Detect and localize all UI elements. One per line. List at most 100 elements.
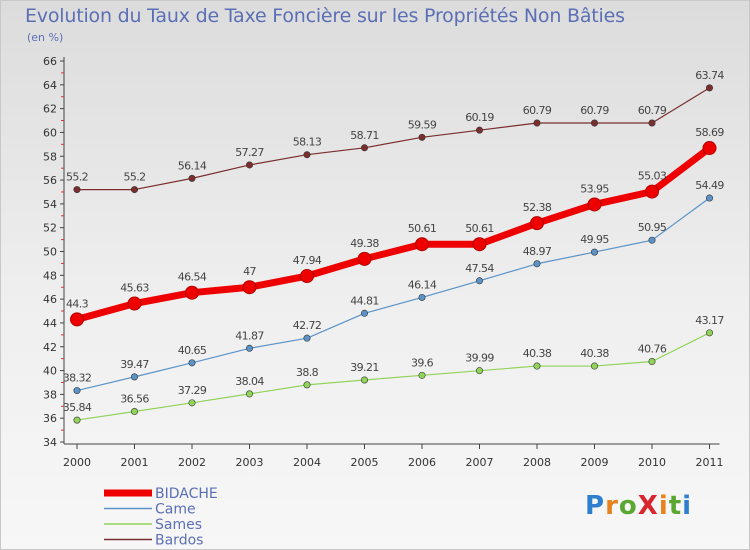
data-label: 53.95	[580, 182, 609, 195]
data-label: 60.79	[580, 104, 609, 117]
logo-letter: P	[585, 491, 606, 521]
data-point	[303, 381, 311, 389]
data-point	[185, 285, 199, 300]
data-label: 35.84	[63, 401, 92, 414]
data-label: 49.38	[350, 237, 379, 250]
data-point	[475, 367, 483, 375]
data-label: 50.61	[465, 222, 494, 235]
x-tick-label: 2006	[408, 456, 436, 469]
data-point	[188, 359, 196, 367]
data-point	[303, 334, 311, 342]
data-label: 55.03	[638, 170, 667, 183]
data-point	[645, 184, 659, 199]
data-point	[188, 174, 196, 182]
proxiti-logo: ProXiti	[585, 491, 692, 521]
x-tick-label: 2007	[466, 456, 494, 469]
data-label: 49.95	[580, 233, 609, 246]
data-label: 63.74	[695, 69, 724, 82]
data-label: 50.61	[408, 222, 437, 235]
data-point	[415, 237, 429, 252]
data-label: 44.81	[350, 294, 379, 307]
legend-label: Bardos	[155, 533, 203, 549]
data-point	[705, 329, 713, 337]
logo-letter: X	[637, 491, 659, 521]
data-label: 60.79	[638, 104, 667, 117]
data-label: 47.54	[465, 262, 494, 275]
x-tick-label: 2011	[696, 456, 724, 469]
data-label: 40.76	[638, 343, 667, 356]
y-tick-label: 44	[43, 317, 57, 330]
data-point	[131, 373, 139, 381]
data-label: 40.38	[523, 347, 552, 360]
data-point	[702, 141, 717, 156]
y-tick-label: 38	[43, 388, 57, 401]
data-label: 57.27	[235, 146, 264, 159]
data-point	[357, 251, 372, 266]
data-point	[533, 362, 541, 370]
data-label: 38.32	[63, 372, 92, 385]
data-label: 37.29	[178, 384, 207, 397]
data-point	[418, 133, 426, 141]
data-point	[705, 194, 713, 202]
data-point	[300, 269, 314, 284]
data-point	[127, 296, 142, 311]
legend-label: Sames	[155, 517, 202, 533]
data-label: 47	[243, 265, 256, 278]
x-tick-label: 2003	[236, 456, 264, 469]
data-label: 40.38	[580, 347, 609, 360]
data-label: 38.04	[235, 375, 264, 388]
series-line-bidache	[73, 144, 713, 323]
y-tick-label: 40	[43, 365, 57, 378]
series-line-came	[76, 197, 711, 392]
data-point	[73, 387, 81, 395]
data-label: 36.56	[120, 393, 149, 406]
y-tick-label: 50	[43, 246, 57, 259]
data-point	[648, 236, 656, 244]
data-point	[242, 280, 257, 295]
data-point	[475, 126, 483, 134]
y-tick-label: 66	[43, 55, 57, 68]
data-point	[533, 119, 541, 127]
data-label: 48.97	[523, 245, 552, 258]
data-label: 40.65	[178, 344, 207, 357]
data-label: 45.63	[120, 282, 149, 295]
y-tick-label: 62	[43, 103, 57, 116]
data-label: 58.69	[695, 126, 724, 139]
data-label: 55.2	[123, 171, 145, 184]
data-point	[246, 344, 254, 352]
data-point	[472, 237, 487, 252]
data-point	[303, 151, 311, 159]
data-point	[648, 358, 656, 366]
data-point	[418, 293, 426, 301]
x-tick-label: 2004	[293, 456, 321, 469]
y-tick-label: 64	[43, 79, 57, 92]
series-line-bardos	[76, 87, 711, 191]
data-point	[418, 371, 426, 379]
y-tick-label: 46	[43, 293, 57, 306]
logo-letter: i	[658, 491, 669, 521]
x-tick-label: 2009	[581, 456, 609, 469]
y-tick-label: 56	[43, 174, 57, 187]
data-label: 60.79	[523, 104, 552, 117]
y-tick-label: 48	[43, 269, 57, 282]
y-tick-label: 34	[43, 436, 57, 449]
x-tick-label: 2000	[63, 456, 91, 469]
data-label: 60.19	[465, 111, 494, 124]
y-tick-label: 54	[43, 198, 57, 211]
data-point	[590, 119, 598, 127]
data-point	[590, 362, 598, 370]
data-label: 39.99	[465, 352, 494, 365]
x-tick-label: 2008	[523, 456, 551, 469]
x-tick-label: 2001	[121, 456, 149, 469]
logo-letter: r	[605, 491, 619, 521]
legend-label: Came	[155, 502, 196, 518]
data-label: 47.94	[293, 254, 322, 267]
y-tick-label: 52	[43, 222, 57, 235]
logo-letter: i	[682, 491, 693, 521]
logo-letter: o	[618, 491, 638, 521]
data-label: 50.95	[638, 221, 667, 234]
legend-label: BIDACHE	[155, 486, 218, 502]
data-point	[475, 277, 483, 285]
